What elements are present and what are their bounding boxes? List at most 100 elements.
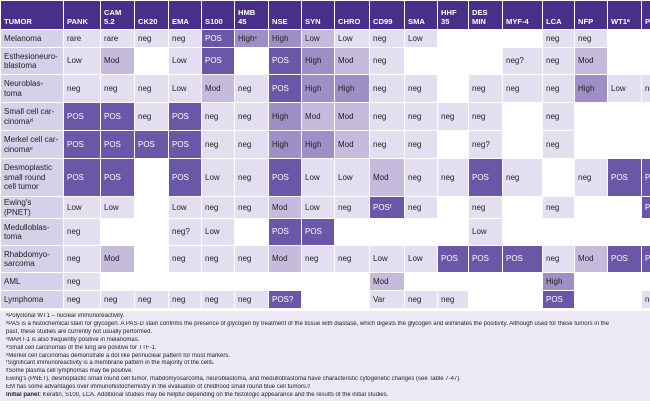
stain-cell-myf4: neg bbox=[502, 158, 543, 197]
column-header-ck20: CK20 bbox=[134, 0, 169, 30]
column-header-lca: LCA bbox=[542, 0, 575, 30]
stain-cell-wt1 bbox=[607, 29, 642, 48]
table-row: Lymphoma neg neg neg neg neg neg POS? Var neg neg P… bbox=[0, 290, 650, 309]
stain-cell-myf4: neg bbox=[502, 74, 543, 103]
stain-cell-pas bbox=[641, 272, 650, 291]
stain-cell-pank: POS bbox=[63, 102, 101, 131]
stain-cell-ema: neg bbox=[168, 290, 202, 309]
stain-cell-nse: POS bbox=[268, 158, 302, 197]
column-header-pank: PANK bbox=[63, 0, 101, 30]
stain-cell-hhf35 bbox=[437, 196, 469, 219]
column-header-ema: EMA bbox=[168, 0, 202, 30]
stain-cell-hhf35 bbox=[437, 47, 469, 75]
stain-cell-desmin: POS bbox=[468, 245, 503, 273]
stain-cell-wt1 bbox=[607, 130, 642, 159]
footnote-line: past, these studies are currently not us… bbox=[6, 328, 153, 335]
stain-cell-nfp: neg bbox=[574, 29, 608, 48]
stain-cell-chro: neg bbox=[334, 196, 370, 219]
stain-cell-pank: Low bbox=[63, 196, 101, 219]
stain-cell-lca: neg bbox=[542, 47, 575, 75]
stain-cell-hhf35 bbox=[437, 29, 469, 48]
stain-cell-nfp: neg bbox=[574, 158, 608, 197]
stain-cell-sma: neg bbox=[404, 130, 438, 159]
stain-cell-ema: Low bbox=[168, 196, 202, 219]
stain-cell-hmb45: neg bbox=[234, 290, 269, 309]
stain-cell-cam52: POS bbox=[100, 130, 135, 159]
footnote-line: ᵉMerkel cell carcinomas demonstrate a do… bbox=[6, 352, 230, 359]
stain-cell-wt1 bbox=[607, 47, 642, 75]
stain-cell-hmb45: neg bbox=[234, 158, 269, 197]
stain-cell-myf4: POS bbox=[502, 245, 543, 273]
stain-cell-nfp bbox=[574, 218, 608, 246]
stain-cell-cd99: Mod bbox=[369, 272, 405, 291]
footnote-line: ᵍSome plasma cell lymphomas may be posit… bbox=[6, 368, 133, 375]
stain-cell-hmb45: neg bbox=[234, 245, 269, 273]
stain-cell-hhf35: neg bbox=[437, 102, 469, 131]
stain-cell-ema: POS bbox=[168, 158, 202, 197]
stain-cell-lca bbox=[542, 158, 575, 197]
stain-cell-ck20: neg bbox=[134, 102, 169, 131]
stain-cell-hhf35 bbox=[437, 218, 469, 246]
table-row: Esthesioneuro-blastoma Low Mod Low POS POS Hig… bbox=[0, 47, 650, 75]
stain-cell-nse: POS? bbox=[268, 290, 302, 309]
stain-cell-ck20 bbox=[134, 196, 169, 219]
tumor-name-cell: Melanoma bbox=[0, 29, 64, 48]
stain-cell-sma: neg bbox=[404, 196, 438, 219]
stain-cell-hmb45: neg bbox=[234, 74, 269, 103]
footnote-lines: ᵃPolyclonal WT1 – nuclear immunoreactivi… bbox=[6, 313, 644, 392]
table-row: Medulloblas-toma neg neg? Low POS POS Low bbox=[0, 218, 650, 246]
stain-cell-s100: neg bbox=[201, 290, 235, 309]
stain-cell-pank: POS bbox=[63, 158, 101, 197]
stain-cell-sma bbox=[404, 47, 438, 75]
stain-cell-sma: neg bbox=[404, 74, 438, 103]
footnote-line: ᵃPolyclonal WT1 – nuclear immunoreactivi… bbox=[6, 313, 125, 319]
stain-cell-hmb45 bbox=[234, 272, 269, 291]
stain-cell-hmb45: neg bbox=[234, 196, 269, 219]
stain-cell-pas: POS bbox=[641, 245, 650, 273]
footnotes: ᵃPolyclonal WT1 – nuclear immunoreactivi… bbox=[0, 311, 650, 401]
stain-cell-desmin bbox=[468, 272, 503, 291]
stain-cell-cam52 bbox=[100, 272, 135, 291]
column-header-tumor: TUMOR bbox=[0, 0, 64, 30]
stain-cell-nse: Mod bbox=[268, 196, 302, 219]
stain-cell-nse: POS bbox=[268, 47, 302, 75]
stain-cell-chro: neg bbox=[334, 245, 370, 273]
stain-cell-ck20 bbox=[134, 245, 169, 273]
tumor-name-cell: Neuroblas-toma bbox=[0, 74, 64, 103]
stain-cell-pas bbox=[641, 130, 650, 159]
table-row: Desmoplastic small round cell tumor POS POS P… bbox=[0, 158, 650, 197]
footnote-line: ᵇPAS is a histochemical stain for glycog… bbox=[6, 320, 609, 327]
stain-cell-pas: POS bbox=[641, 158, 650, 197]
stain-cell-ck20 bbox=[134, 218, 169, 246]
footnote-line: ᵈSmall cell carcinomas of the lung are p… bbox=[6, 344, 157, 351]
stain-cell-ema bbox=[168, 272, 202, 291]
stain-cell-cam52 bbox=[100, 218, 135, 246]
stain-cell-myf4 bbox=[502, 218, 543, 246]
stain-cell-ema: neg bbox=[168, 245, 202, 273]
stain-cell-nse: High bbox=[268, 102, 302, 131]
table-header-row: TUMOR PANK CAM 5.2 CK20 EMA S100 HMB 45 NSE SYN CHR… bbox=[0, 0, 650, 30]
stain-cell-s100 bbox=[201, 272, 235, 291]
stain-cell-cd99: neg bbox=[369, 29, 405, 48]
stain-cell-pas: neg bbox=[641, 74, 650, 103]
stain-cell-myf4: neg? bbox=[502, 47, 543, 75]
stain-cell-lca: POS bbox=[542, 290, 575, 309]
stain-cell-cd99: neg bbox=[369, 130, 405, 159]
stain-cell-pank: neg bbox=[63, 245, 101, 273]
stain-cell-chro: Low bbox=[334, 158, 370, 197]
table-row: Small cell car-cinomaᵈ POS POS neg POS neg neg… bbox=[0, 102, 650, 131]
stain-cell-cam52: POS bbox=[100, 158, 135, 197]
stain-cell-desmin: neg bbox=[468, 196, 503, 219]
stain-cell-sma: neg bbox=[404, 158, 438, 197]
stain-cell-lca: neg bbox=[542, 29, 575, 48]
stain-cell-wt1: Low bbox=[607, 74, 642, 103]
stain-cell-s100: neg bbox=[201, 130, 235, 159]
stain-cell-s100: POS bbox=[201, 29, 235, 48]
stain-cell-wt1 bbox=[607, 290, 642, 309]
column-header-nfp: NFP bbox=[574, 0, 608, 30]
stain-cell-syn: Low bbox=[301, 158, 335, 197]
footnote-line: Ewing's (PNET), desmoplastic small round… bbox=[6, 376, 461, 383]
column-header-syn: SYN bbox=[301, 0, 335, 30]
stain-cell-desmin bbox=[468, 290, 503, 309]
stain-cell-ck20: neg bbox=[134, 290, 169, 309]
